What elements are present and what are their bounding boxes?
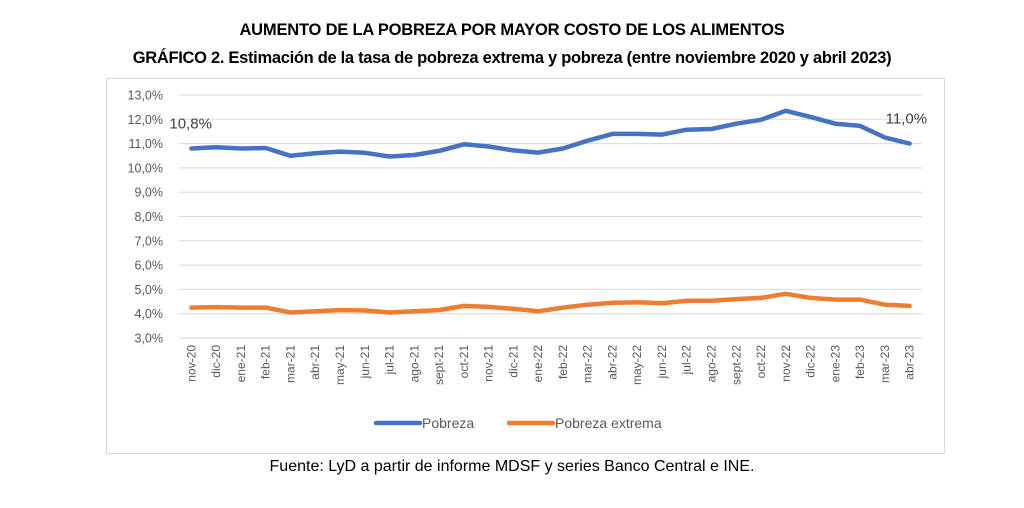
x-tick-label: nov-20 [184,345,198,382]
y-tick-label: 3,0% [135,332,164,346]
x-tick-label: mar-22 [581,345,595,383]
chart-title: GRÁFICO 2. Estimación de la tasa de pobr… [132,49,892,67]
data-label: 10,8% [169,115,212,132]
y-tick-label: 5,0% [135,283,164,297]
x-axis-ticks: nov-20 dic-20 ene-21 feb-21 mar-21 abr-21 may-… [184,345,916,385]
x-tick-label: oct-21 [457,345,471,379]
y-tick-label: 4,0% [135,307,164,321]
x-tick-label: jun-21 [358,345,372,380]
x-tick-label: abr-22 [605,345,619,380]
data-labels: 10,8% 11,0% [169,111,927,133]
y-tick-label: 6,0% [135,259,164,273]
x-tick-label: mar-21 [283,345,297,383]
x-tick-label: ene-21 [234,345,248,383]
x-tick-label: nov-21 [482,345,496,382]
series-line-pobreza [189,108,912,159]
y-tick-label: 13,0% [128,89,163,103]
x-tick-label: mar-23 [878,345,892,383]
x-tick-label: feb-22 [556,345,570,379]
x-tick-label: dic-20 [209,345,223,378]
x-tick-label: nov-22 [779,345,793,382]
x-tick-label: ago-21 [407,345,421,383]
x-tick-label: ago-22 [704,345,718,383]
x-tick-label: feb-23 [853,345,867,379]
y-tick-label: 10,0% [128,161,163,175]
x-tick-label: abr-21 [308,345,322,380]
x-tick-label: ene-22 [531,345,545,383]
legend: Pobreza Pobreza extrema [373,415,662,431]
gridlines [179,94,922,339]
y-axis-ticks: 13,0% 12,0% 11,0% 10,0% 9,0% 8,0% 7,0% 6,0% 5,0%… [128,89,163,346]
x-tick-label: may-22 [630,345,644,385]
y-tick-label: 12,0% [128,113,163,127]
legend-label: Pobreza extrema [555,415,662,431]
x-tick-label: oct-22 [754,345,768,379]
x-tick-label: abr-23 [903,345,917,380]
legend-label: Pobreza [422,415,474,431]
series-line-pobreza-extrema [189,291,912,315]
data-label: 11,0% [886,111,927,128]
chart-heading: AUMENTO DE LA POBREZA POR MAYOR COSTO DE… [239,21,785,39]
x-tick-label: sept-21 [432,345,446,385]
chart-area [106,78,945,454]
y-tick-label: 8,0% [135,210,164,224]
x-tick-label: jul-21 [383,345,397,376]
y-tick-label: 11,0% [128,137,163,151]
x-tick-label: dic-21 [506,345,520,378]
series-lines [189,108,912,315]
y-tick-label: 7,0% [135,234,164,248]
x-tick-label: jun-22 [655,345,669,380]
x-tick-label: feb-21 [259,345,273,379]
x-tick-label: ene-23 [828,345,842,383]
x-tick-label: sept-22 [729,345,743,385]
x-tick-label: may-21 [333,345,347,385]
y-tick-label: 9,0% [135,186,164,200]
x-tick-label: dic-22 [804,345,818,378]
source-note: Fuente: LyD a partir de informe MDSF y s… [269,458,755,475]
x-tick-label: jul-22 [680,345,694,376]
